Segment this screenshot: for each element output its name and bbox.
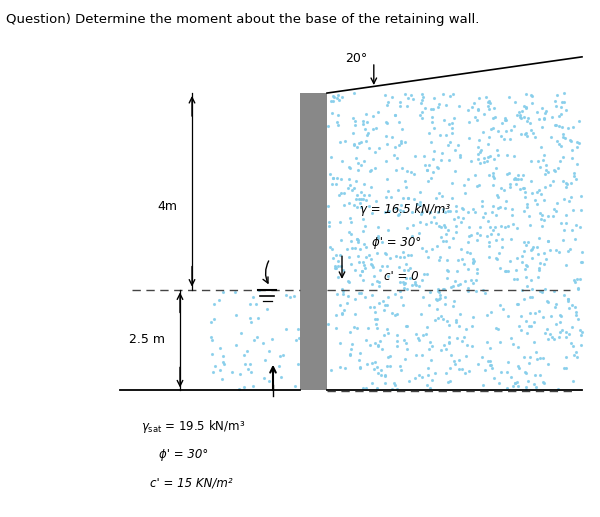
Text: $\gamma_{\rm sat}$ = 19.5 kN/m³: $\gamma_{\rm sat}$ = 19.5 kN/m³ bbox=[141, 418, 245, 435]
Text: Question) Determine the moment about the base of the retaining wall.: Question) Determine the moment about the… bbox=[6, 13, 479, 26]
Text: c' = 15 KN/m²: c' = 15 KN/m² bbox=[150, 477, 233, 490]
Text: ϕ' = 30°: ϕ' = 30° bbox=[372, 236, 421, 250]
Bar bbox=[300, 93, 327, 390]
Text: 20°: 20° bbox=[345, 52, 367, 65]
Text: γ = 16.5 kN/m³: γ = 16.5 kN/m³ bbox=[360, 203, 450, 216]
Text: c' = 0: c' = 0 bbox=[384, 270, 419, 283]
Text: 2.5 m: 2.5 m bbox=[129, 333, 165, 346]
Text: 4m: 4m bbox=[157, 200, 177, 214]
Text: ϕ' = 30°: ϕ' = 30° bbox=[159, 448, 208, 462]
